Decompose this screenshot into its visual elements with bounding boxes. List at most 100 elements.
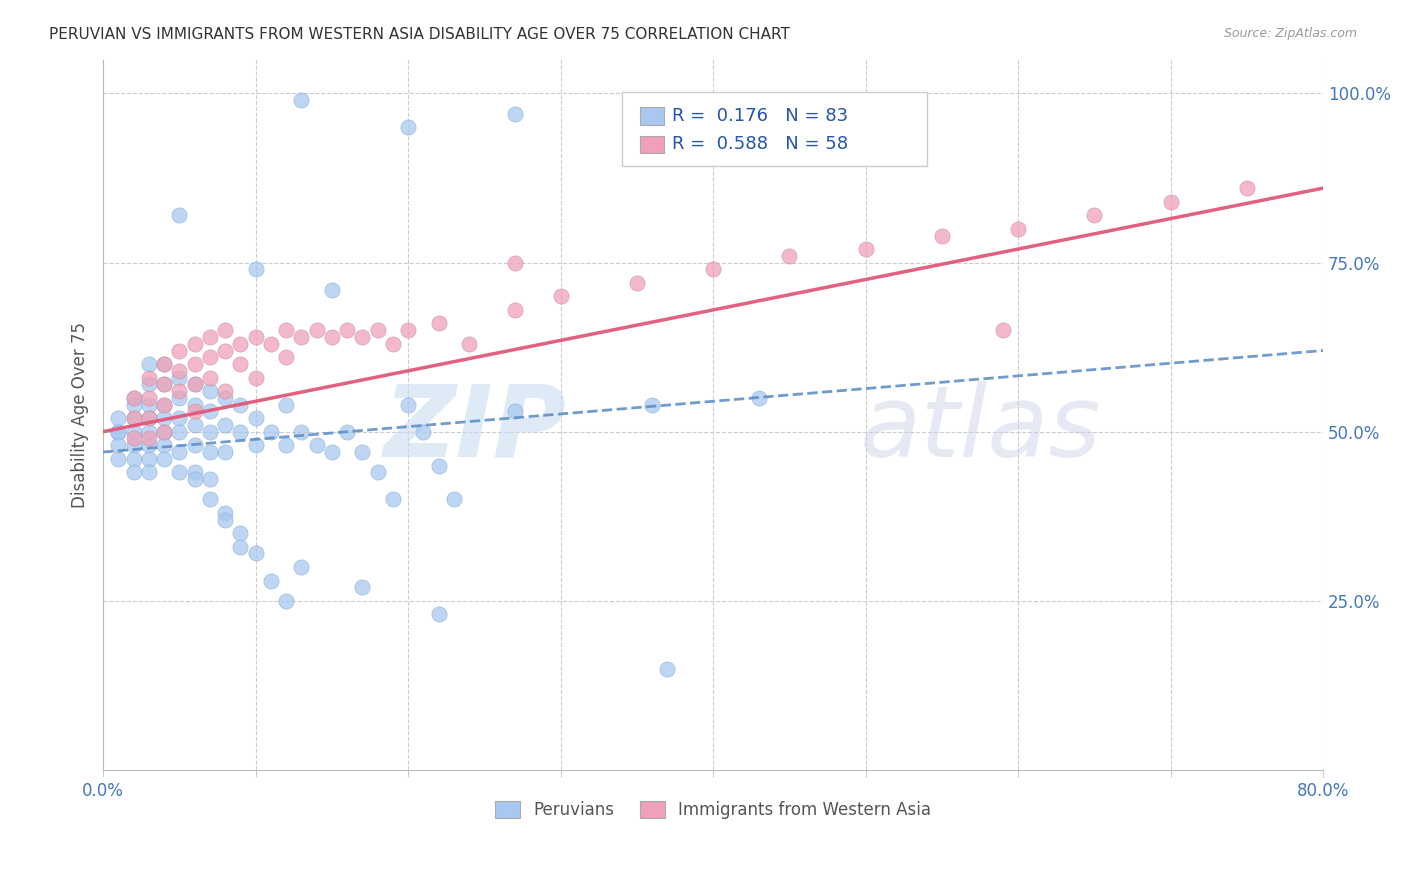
Point (198, 404, 221, 418)
Point (229, 398, 252, 412)
Point (245, 262, 267, 277)
Point (107, 425, 129, 439)
Point (138, 411, 160, 425)
Point (183, 377, 205, 392)
Point (229, 526, 252, 541)
Point (183, 398, 205, 412)
Point (245, 330, 267, 344)
Point (138, 451, 160, 466)
Point (169, 411, 191, 425)
Point (138, 391, 160, 405)
Point (229, 336, 252, 351)
Point (1236, 181, 1258, 195)
Point (153, 398, 176, 412)
Point (276, 398, 298, 412)
Point (122, 465, 145, 479)
Point (321, 445, 343, 459)
Point (503, 255, 526, 269)
Point (276, 594, 298, 608)
Point (260, 574, 283, 588)
Point (198, 472, 221, 486)
Point (198, 425, 221, 439)
Point (245, 370, 267, 384)
Point (169, 208, 191, 222)
FancyBboxPatch shape (621, 92, 927, 166)
Point (503, 404, 526, 418)
Point (367, 465, 389, 479)
Point (183, 404, 205, 418)
Point (229, 540, 252, 554)
Point (260, 425, 283, 439)
Point (153, 425, 176, 439)
Point (169, 364, 191, 378)
Point (183, 377, 205, 392)
Point (260, 336, 283, 351)
Point (214, 417, 236, 432)
Point (153, 438, 176, 452)
Point (122, 451, 145, 466)
Point (336, 425, 359, 439)
Point (412, 425, 434, 439)
Point (153, 357, 176, 371)
Point (122, 391, 145, 405)
Point (503, 106, 526, 120)
Point (138, 465, 160, 479)
Point (183, 336, 205, 351)
Point (198, 492, 221, 507)
Point (245, 547, 267, 561)
FancyBboxPatch shape (640, 107, 664, 125)
Point (214, 343, 236, 358)
Legend: Peruvians, Immigrants from Western Asia: Peruvians, Immigrants from Western Asia (489, 794, 938, 826)
Point (443, 492, 465, 507)
Point (214, 513, 236, 527)
Point (352, 330, 374, 344)
Point (336, 323, 359, 337)
Point (169, 384, 191, 398)
Point (276, 323, 298, 337)
Point (198, 370, 221, 384)
Point (198, 351, 221, 365)
Point (657, 661, 679, 675)
Point (214, 506, 236, 520)
Point (122, 432, 145, 446)
Point (122, 398, 145, 412)
Point (107, 411, 129, 425)
Point (290, 93, 312, 107)
Point (352, 580, 374, 594)
Point (153, 377, 176, 392)
Point (245, 438, 267, 452)
Text: R =  0.588   N = 58: R = 0.588 N = 58 (672, 135, 848, 153)
Point (396, 398, 419, 412)
Text: ZIP: ZIP (384, 381, 567, 477)
Point (122, 438, 145, 452)
Point (626, 276, 648, 290)
Point (305, 438, 328, 452)
Point (122, 411, 145, 425)
Point (931, 228, 953, 243)
Point (107, 425, 129, 439)
Point (321, 330, 343, 344)
Point (138, 357, 160, 371)
Point (153, 357, 176, 371)
Point (1007, 221, 1029, 235)
Point (122, 391, 145, 405)
Point (748, 391, 770, 405)
Point (214, 445, 236, 459)
Point (396, 323, 419, 337)
Point (122, 411, 145, 425)
Point (276, 438, 298, 452)
Point (290, 425, 312, 439)
Point (138, 370, 160, 384)
Point (503, 302, 526, 317)
Text: R =  0.176   N = 83: R = 0.176 N = 83 (672, 107, 848, 125)
Text: Source: ZipAtlas.com: Source: ZipAtlas.com (1223, 27, 1357, 40)
Point (550, 289, 572, 303)
Point (427, 607, 450, 622)
Point (214, 323, 236, 337)
Point (1083, 208, 1105, 222)
Point (183, 465, 205, 479)
Point (169, 391, 191, 405)
Point (855, 242, 877, 256)
Point (1160, 194, 1182, 209)
Point (138, 425, 160, 439)
